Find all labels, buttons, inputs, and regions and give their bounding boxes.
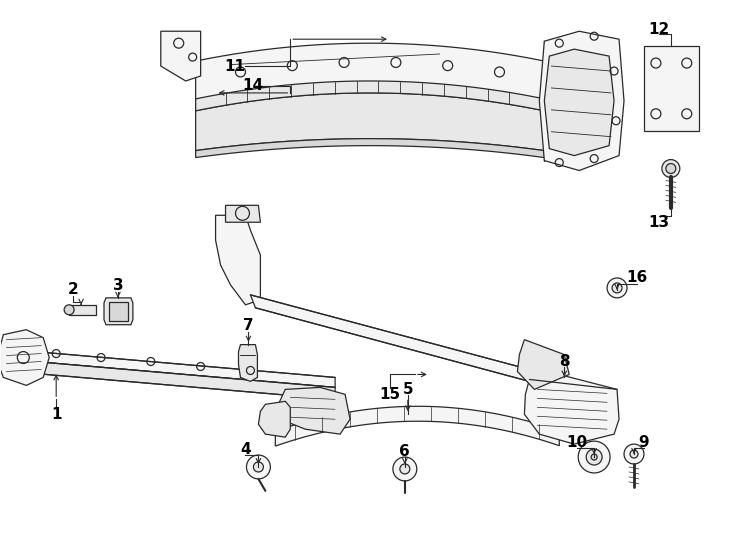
Circle shape xyxy=(624,444,644,464)
Circle shape xyxy=(578,441,610,473)
Circle shape xyxy=(64,305,74,315)
Polygon shape xyxy=(517,340,570,389)
Text: 1: 1 xyxy=(51,407,62,422)
Text: 10: 10 xyxy=(567,435,588,450)
Polygon shape xyxy=(69,305,96,315)
Polygon shape xyxy=(275,406,559,446)
Text: 11: 11 xyxy=(224,58,245,73)
Circle shape xyxy=(662,160,680,178)
Text: 13: 13 xyxy=(648,215,669,230)
Polygon shape xyxy=(216,215,261,305)
Polygon shape xyxy=(11,349,335,387)
Text: 15: 15 xyxy=(379,387,401,402)
Polygon shape xyxy=(545,49,614,156)
Circle shape xyxy=(393,457,417,481)
Polygon shape xyxy=(524,374,619,444)
Circle shape xyxy=(630,450,638,458)
Polygon shape xyxy=(11,360,335,400)
Text: 8: 8 xyxy=(559,354,570,369)
Polygon shape xyxy=(250,295,529,381)
Polygon shape xyxy=(644,46,699,131)
Polygon shape xyxy=(225,205,261,222)
Polygon shape xyxy=(109,302,128,321)
Polygon shape xyxy=(175,39,196,66)
Polygon shape xyxy=(196,81,545,111)
Circle shape xyxy=(400,464,410,474)
Circle shape xyxy=(666,164,676,173)
Text: 2: 2 xyxy=(68,282,79,298)
Text: 9: 9 xyxy=(639,435,650,450)
Polygon shape xyxy=(539,31,624,171)
Text: 7: 7 xyxy=(243,318,254,333)
Polygon shape xyxy=(104,298,133,325)
Text: 16: 16 xyxy=(626,271,647,286)
Polygon shape xyxy=(196,139,545,158)
Polygon shape xyxy=(196,93,545,151)
Text: 12: 12 xyxy=(648,22,669,37)
Circle shape xyxy=(607,278,627,298)
Polygon shape xyxy=(161,31,200,81)
Circle shape xyxy=(253,462,264,472)
Polygon shape xyxy=(0,330,49,386)
Circle shape xyxy=(591,454,597,460)
Polygon shape xyxy=(239,345,258,381)
Polygon shape xyxy=(278,387,350,434)
Text: 6: 6 xyxy=(399,443,410,458)
Text: 5: 5 xyxy=(402,382,413,397)
Circle shape xyxy=(247,455,270,479)
Circle shape xyxy=(612,283,622,293)
Text: 4: 4 xyxy=(240,442,251,457)
Text: 3: 3 xyxy=(112,279,123,293)
Polygon shape xyxy=(196,43,545,111)
Polygon shape xyxy=(258,401,290,437)
Circle shape xyxy=(586,449,602,465)
Text: 14: 14 xyxy=(242,78,263,93)
